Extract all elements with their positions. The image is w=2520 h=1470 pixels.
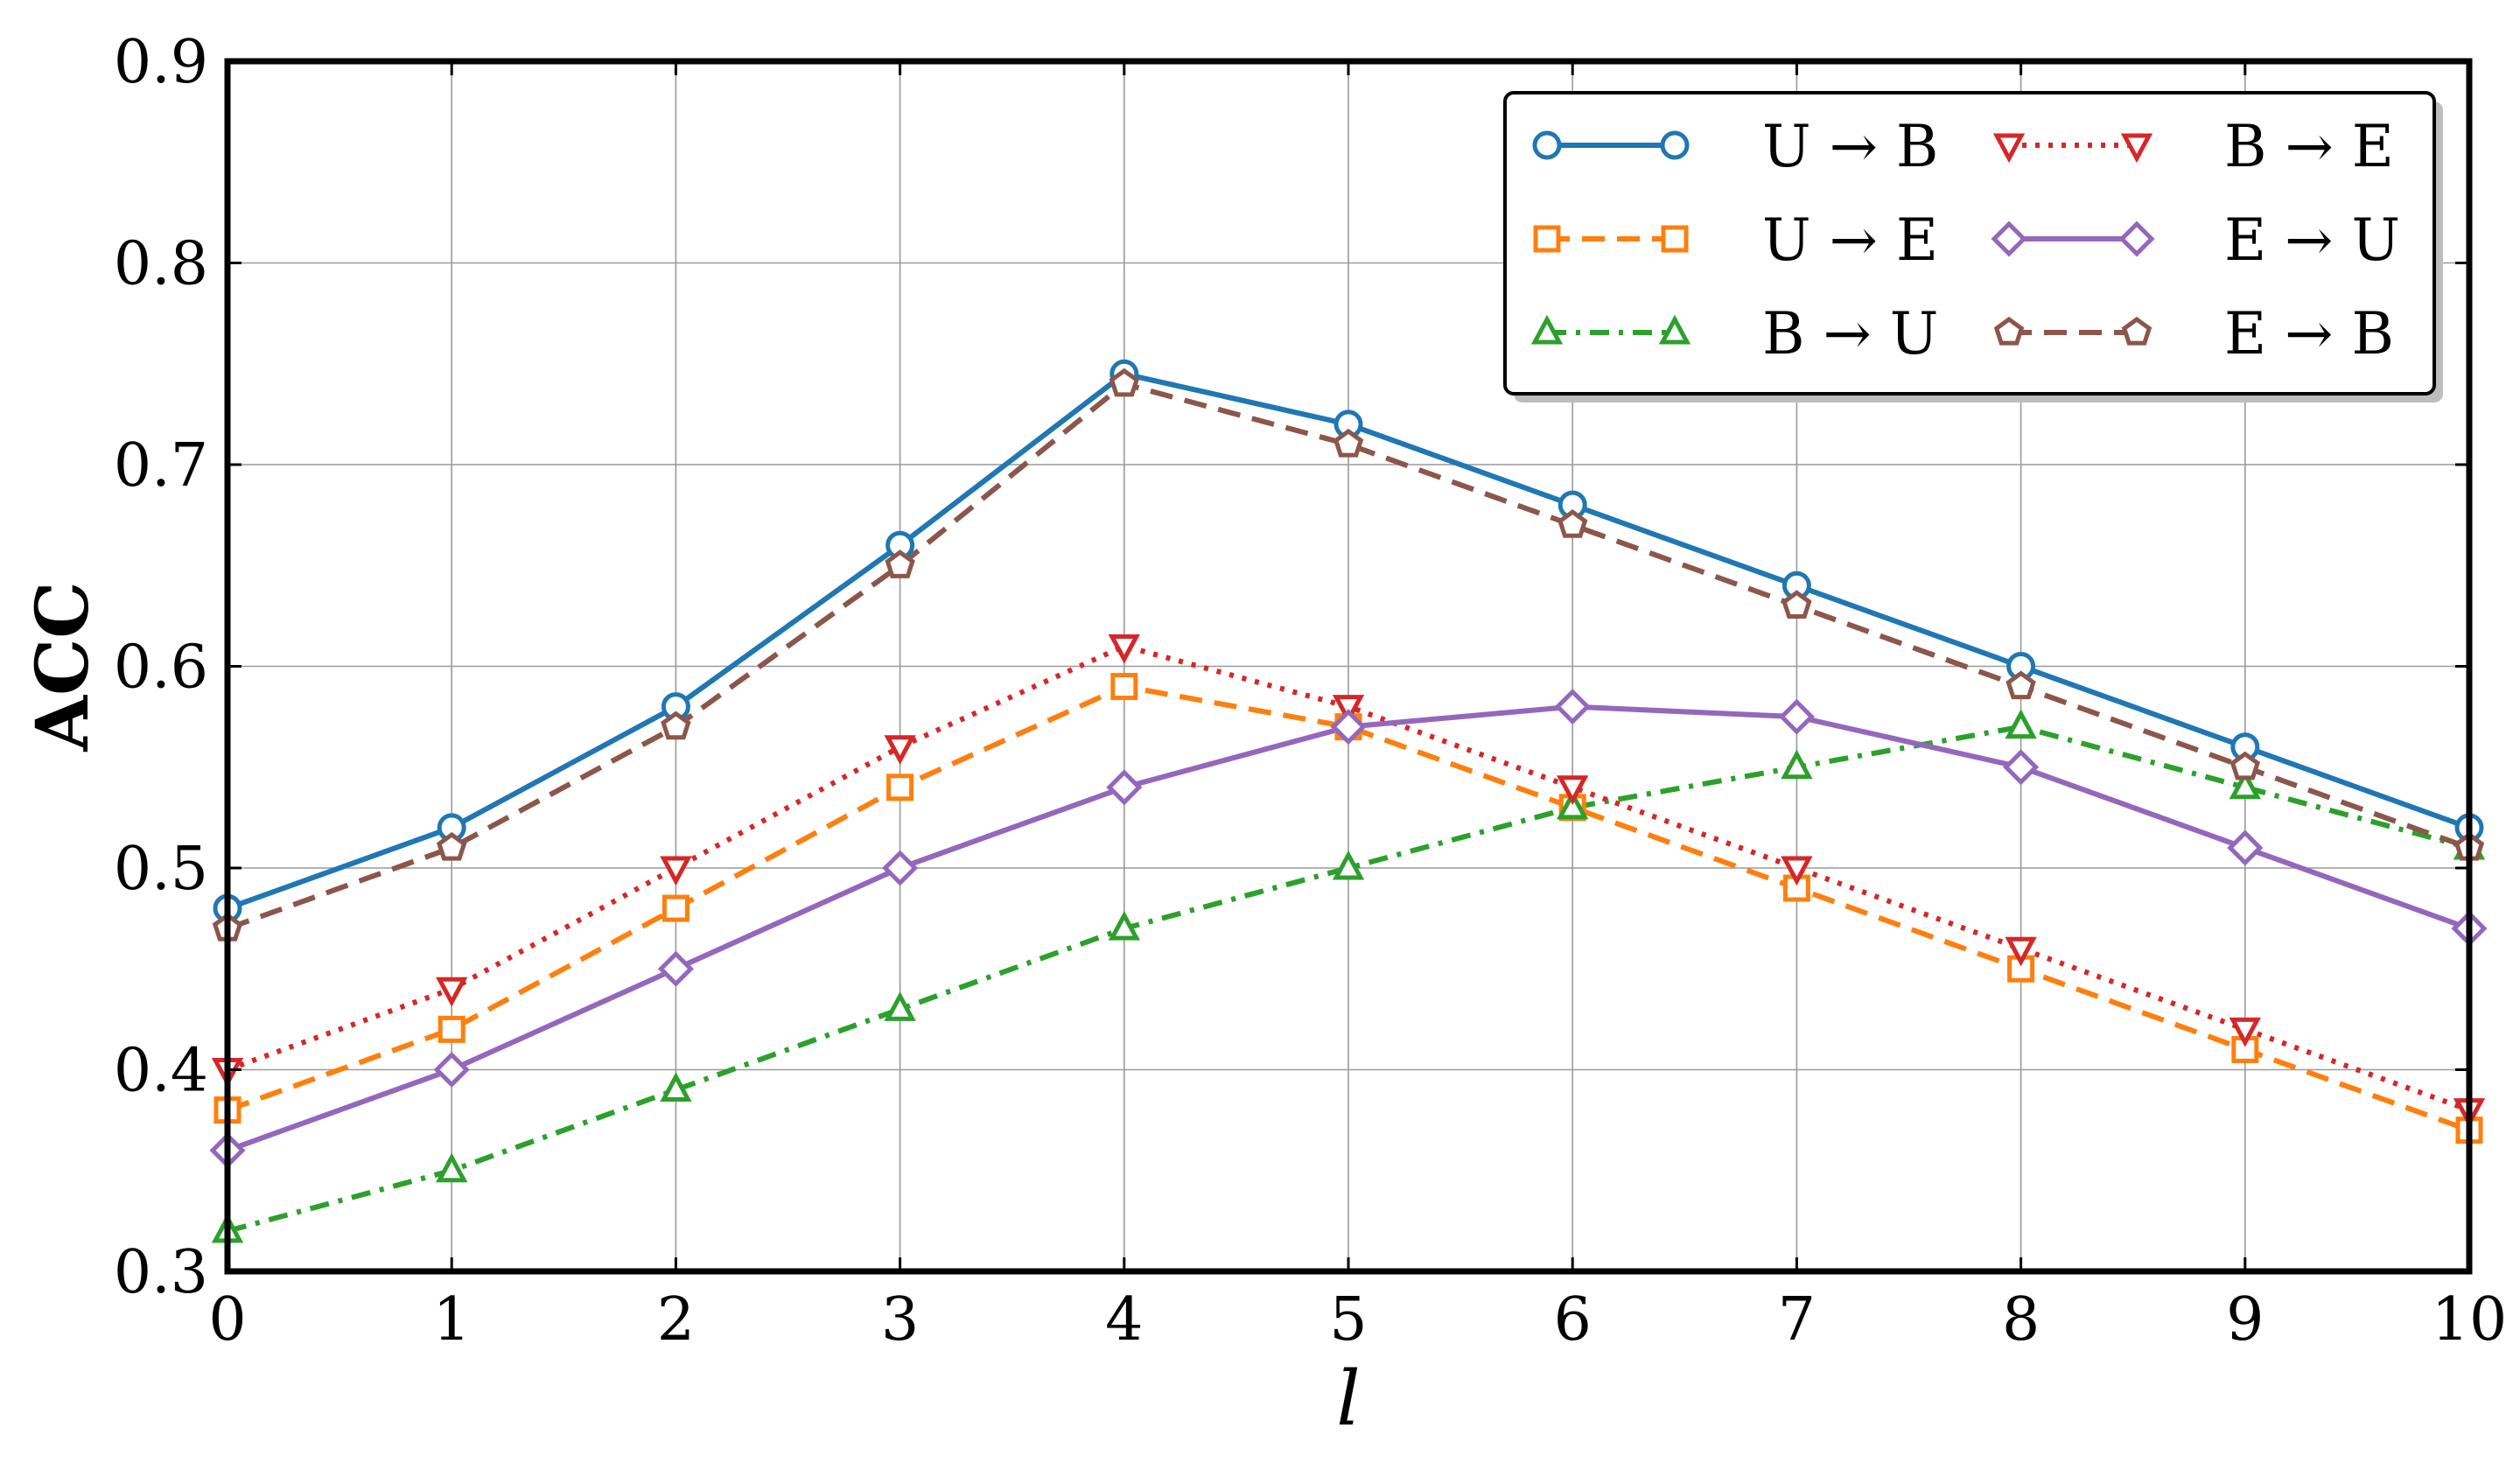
data-point-u-to-e bbox=[1782, 874, 1810, 902]
x-tick-label: 9 bbox=[2226, 1285, 2264, 1354]
data-point-e-to-u bbox=[2227, 830, 2264, 866]
y-tick-label: 0.5 bbox=[114, 835, 208, 904]
legend-label-u-to-b: U → B bbox=[1762, 113, 1938, 180]
legend-marker-e-to-u bbox=[2118, 220, 2155, 257]
x-tick-label: 1 bbox=[433, 1285, 471, 1354]
x-tick-label: 3 bbox=[881, 1285, 919, 1354]
y-tick-label: 0.8 bbox=[114, 230, 208, 299]
data-point-e-to-b bbox=[885, 550, 915, 578]
data-point-e-to-u bbox=[882, 850, 919, 886]
data-point-b-to-u bbox=[2229, 769, 2261, 800]
data-point-b-to-u bbox=[1332, 850, 1365, 880]
series-markers bbox=[209, 359, 2488, 1243]
x-tick-label: 0 bbox=[208, 1285, 246, 1354]
data-point-b-to-u bbox=[2005, 709, 2037, 739]
data-point-e-to-b bbox=[1109, 368, 1140, 397]
data-point-b-to-e bbox=[660, 856, 692, 886]
legend-marker-b-to-u bbox=[1530, 314, 1564, 345]
data-point-b-to-u bbox=[1557, 789, 1589, 820]
data-point-e-to-u bbox=[1778, 698, 1815, 735]
x-axis-title: l bbox=[1336, 1355, 1361, 1443]
data-point-b-to-u bbox=[436, 1152, 468, 1183]
data-point-e-to-u bbox=[1106, 769, 1143, 806]
y-axis-title: ACC bbox=[21, 581, 105, 752]
data-point-e-to-u bbox=[1554, 689, 1591, 725]
data-point-u-to-e bbox=[886, 774, 914, 802]
data-point-e-to-u bbox=[2003, 749, 2040, 786]
data-point-b-to-e bbox=[2229, 1017, 2261, 1047]
y-tick-label: 0.9 bbox=[114, 28, 208, 97]
legend-label-u-to-e: U → E bbox=[1762, 206, 1938, 274]
legend-marker-u-to-b bbox=[1660, 130, 1690, 160]
data-point-b-to-e bbox=[436, 976, 468, 1007]
legend-marker-e-to-u bbox=[1991, 220, 2027, 257]
data-point-b-to-u bbox=[1781, 749, 1813, 780]
legend-marker-b-to-u bbox=[1658, 314, 1691, 345]
data-point-b-to-u bbox=[660, 1072, 692, 1102]
data-point-b-to-e bbox=[1332, 695, 1365, 724]
legend-marker-b-to-e bbox=[2120, 133, 2153, 164]
data-point-u-to-e bbox=[1110, 673, 1138, 701]
series-line-b-to-e bbox=[226, 643, 2471, 1113]
legend-label-b-to-u: B → U bbox=[1762, 300, 1938, 368]
legend-marker-u-to-b bbox=[1532, 130, 1562, 160]
data-point-e-to-u bbox=[433, 1051, 470, 1088]
legend-label-e-to-u: E → U bbox=[2224, 206, 2400, 274]
x-tick-label: 2 bbox=[657, 1285, 695, 1354]
series-line-e-to-b bbox=[226, 381, 2471, 931]
data-point-e-to-b bbox=[1782, 590, 1812, 619]
y-tick-label: 0.6 bbox=[114, 634, 208, 703]
series-line-u-to-e bbox=[226, 683, 2471, 1133]
legend-box bbox=[1503, 91, 2436, 396]
data-point-u-to-e bbox=[2231, 1035, 2259, 1063]
data-point-e-to-b bbox=[436, 831, 467, 861]
x-tick-label: 6 bbox=[1554, 1285, 1592, 1354]
legend-marker-b-to-e bbox=[1992, 133, 2026, 164]
data-point-e-to-u bbox=[657, 950, 694, 987]
data-point-u-to-e bbox=[662, 894, 690, 922]
x-tick-label: 8 bbox=[2002, 1285, 2040, 1354]
legend-marker-e-to-b bbox=[2121, 316, 2152, 346]
tick-labels: 0 1 2 3 4 5 6 7 8 9 10 0.3 0.4 0.5 0.6 0.7 0.8 0.9 bbox=[114, 28, 2507, 1354]
data-point-b-to-u bbox=[1108, 910, 1140, 941]
legend: U → B U → E B → U B → E E → U E → B bbox=[1503, 91, 2443, 402]
legend-label-e-to-b: E → B bbox=[2224, 300, 2394, 368]
x-tick-label: 4 bbox=[1105, 1285, 1143, 1354]
axis-ticks bbox=[226, 60, 2471, 1273]
x-tick-label: 7 bbox=[1778, 1285, 1816, 1354]
data-point-b-to-e bbox=[2005, 936, 2037, 967]
x-tick-label: 5 bbox=[1329, 1285, 1367, 1354]
data-point-e-to-b bbox=[661, 710, 691, 740]
data-point-u-to-e bbox=[438, 1015, 466, 1043]
legend-marker-u-to-e bbox=[1533, 225, 1561, 253]
data-point-b-to-e bbox=[884, 735, 916, 765]
legend-label-b-to-e: B → E bbox=[2224, 113, 2394, 180]
y-tick-label: 0.3 bbox=[114, 1238, 208, 1307]
data-point-b-to-e bbox=[1557, 775, 1589, 806]
data-point-b-to-u bbox=[884, 991, 916, 1021]
x-tick-label: 10 bbox=[2432, 1285, 2508, 1354]
data-point-e-to-b bbox=[2230, 751, 2261, 780]
legend-marker-e-to-b bbox=[1993, 316, 2025, 346]
data-point-e-to-b bbox=[1333, 428, 1364, 458]
y-tick-label: 0.7 bbox=[114, 431, 208, 500]
data-point-b-to-e bbox=[1781, 856, 1813, 886]
data-point-b-to-e bbox=[1108, 634, 1140, 664]
series-line-b-to-u bbox=[227, 724, 2470, 1234]
data-point-e-to-b bbox=[1557, 509, 1588, 538]
legend-marker-u-to-e bbox=[1661, 225, 1689, 253]
y-tick-label: 0.4 bbox=[114, 1037, 208, 1106]
data-point-e-to-b bbox=[2006, 670, 2036, 700]
data-point-e-to-u bbox=[1330, 709, 1367, 746]
